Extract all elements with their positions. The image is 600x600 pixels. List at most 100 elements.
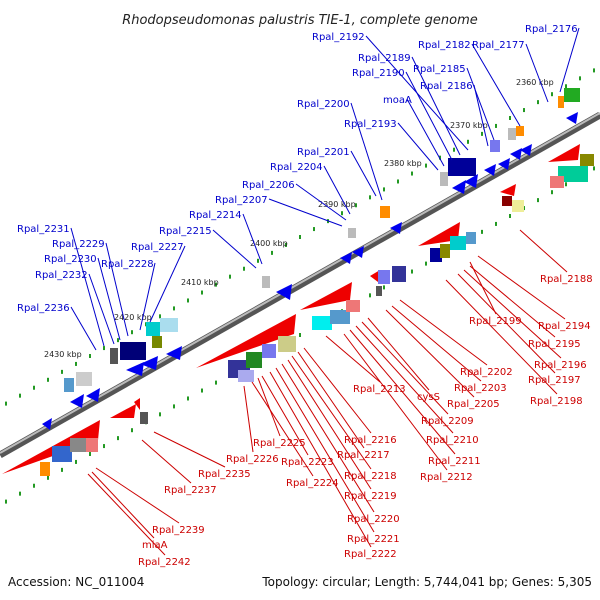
tick-mark xyxy=(201,388,203,393)
leader-line xyxy=(303,347,372,434)
leader-line xyxy=(559,27,580,93)
accession-text: Accession: NC_011004 xyxy=(8,575,144,589)
gene-label[interactable]: Rpal_2195 xyxy=(528,339,581,350)
leader-line xyxy=(349,329,456,455)
gene-label[interactable]: Rpal_2230 xyxy=(44,254,97,265)
gene-label[interactable]: Rpal_2215 xyxy=(159,226,212,237)
gene-label[interactable]: moaA xyxy=(383,95,412,106)
tick-mark xyxy=(117,338,119,343)
gene-label[interactable]: Rpal_2188 xyxy=(540,274,593,285)
leader-line xyxy=(287,359,372,490)
tick-mark xyxy=(229,274,231,279)
gene-label[interactable]: Rpal_2200 xyxy=(297,99,350,110)
gene-label[interactable]: Rpal_2211 xyxy=(428,456,481,467)
tick-mark xyxy=(495,221,497,226)
tick-mark xyxy=(425,261,427,266)
gene-label[interactable]: Rpal_2210 xyxy=(426,435,479,446)
gene-label[interactable]: cysS xyxy=(417,392,440,403)
gene-label[interactable]: Rpal_2205 xyxy=(447,399,500,410)
leader-line xyxy=(87,473,166,556)
tick-mark xyxy=(201,290,203,295)
tick-mark xyxy=(33,385,35,390)
leader-line xyxy=(325,335,381,383)
tick-mark xyxy=(299,333,301,337)
kbp-label: 2430 kbp xyxy=(44,350,82,359)
tick-mark xyxy=(299,235,301,239)
tick-mark xyxy=(369,195,371,200)
gene-label[interactable]: Rpal_2237 xyxy=(164,485,217,496)
gene-label[interactable]: Rpal_2221 xyxy=(347,534,400,545)
gene-label[interactable]: Rpal_2225 xyxy=(253,438,306,449)
tick-mark xyxy=(495,123,497,128)
gene-label[interactable]: Rpal_2203 xyxy=(454,383,507,394)
gene-label[interactable]: Rpal_2232 xyxy=(35,270,88,281)
gene-label[interactable]: Rpal_2235 xyxy=(198,469,251,480)
gene-label[interactable]: Rpal_2193 xyxy=(344,119,397,130)
gene-label[interactable]: Rpal_2198 xyxy=(530,396,583,407)
leader-line xyxy=(399,299,488,366)
leader-line xyxy=(149,245,186,323)
gene-label[interactable]: Rpal_2229 xyxy=(52,239,105,250)
gene-label[interactable]: Rpal_2177 xyxy=(472,40,525,51)
leader-line xyxy=(281,363,375,513)
gene-label[interactable]: Rpal_2236 xyxy=(17,303,70,314)
gene-label[interactable]: Rpal_2199 xyxy=(469,316,522,327)
gene-label[interactable]: Rpal_2182 xyxy=(418,40,471,51)
kbp-scale: 2360 kbp 2370 kbp 2380 kbp 2390 kbp 2400… xyxy=(44,78,554,359)
gene-label[interactable]: Rpal_2242 xyxy=(138,557,191,568)
tick-mark xyxy=(159,314,161,319)
gene-label[interactable]: Rpal_2223 xyxy=(281,457,334,468)
tick-mark xyxy=(579,76,581,81)
tick-mark xyxy=(61,467,63,472)
tick-mark xyxy=(75,459,77,464)
gene-label[interactable]: Rpal_2209 xyxy=(421,416,474,427)
gene-label[interactable]: Rpal_2192 xyxy=(312,32,365,43)
tick-mark xyxy=(103,346,105,351)
tick-mark xyxy=(61,369,63,374)
gene-label[interactable]: Rpal_2206 xyxy=(242,180,295,191)
gene-label[interactable]: Rpal_2202 xyxy=(460,367,513,378)
gene-label[interactable]: Rpal_2218 xyxy=(344,471,397,482)
kbp-label: 2380 kbp xyxy=(384,159,422,168)
tick-mark xyxy=(453,147,455,152)
gene-label[interactable]: Rpal_2194 xyxy=(538,321,591,332)
tick-mark xyxy=(117,436,119,441)
tick-mark xyxy=(313,227,315,232)
gene-label[interactable]: Rpal_2228 xyxy=(101,259,154,270)
gene-label[interactable]: Rpal_2189 xyxy=(358,53,411,64)
leader-line xyxy=(269,371,372,548)
tick-mark xyxy=(19,393,21,398)
leader-line xyxy=(473,84,489,147)
gene-label[interactable]: Rpal_2196 xyxy=(534,360,587,371)
gene-label[interactable]: miaA xyxy=(142,540,168,551)
gene-label[interactable]: Rpal_2222 xyxy=(344,549,397,560)
gene-label[interactable]: Rpal_2220 xyxy=(347,514,400,525)
gene-label[interactable]: Rpal_2224 xyxy=(286,478,339,489)
leader-line xyxy=(343,333,448,471)
gene-label[interactable]: Rpal_2217 xyxy=(337,450,390,461)
gene-label[interactable]: Rpal_2219 xyxy=(344,491,397,502)
gene-label[interactable]: Rpal_2190 xyxy=(352,68,405,79)
leader-line xyxy=(361,321,449,415)
gene-label[interactable]: Rpal_2197 xyxy=(528,375,581,386)
gene-label[interactable]: Rpal_2231 xyxy=(17,224,70,235)
gene-label[interactable]: Rpal_2227 xyxy=(131,242,184,253)
gene-label[interactable]: Rpal_2226 xyxy=(226,454,279,465)
gene-label[interactable]: Rpal_2201 xyxy=(297,147,350,158)
gene-label[interactable]: Rpal_2239 xyxy=(152,525,205,536)
tick-mark xyxy=(131,428,133,433)
gene-label[interactable]: Rpal_2207 xyxy=(215,195,268,206)
gene-label[interactable]: Rpal_2176 xyxy=(525,24,578,35)
gene-label[interactable]: Rpal_2213 xyxy=(353,384,406,395)
gene-label[interactable]: Rpal_2204 xyxy=(270,162,323,173)
gene-label[interactable]: Rpal_2186 xyxy=(420,81,473,92)
gene-label[interactable]: Rpal_2214 xyxy=(189,210,242,221)
bottom-gene-labels: Rpal_2188 Rpal_2194 Rpal_2199 Rpal_2195 Rpal… xyxy=(138,274,593,568)
gene-label[interactable]: Rpal_2216 xyxy=(344,435,397,446)
leader-line xyxy=(297,351,365,449)
leader-line xyxy=(397,122,439,171)
gene-label[interactable]: Rpal_2185 xyxy=(413,64,466,75)
gene-label[interactable]: Rpal_2212 xyxy=(420,472,473,483)
tick-mark xyxy=(467,139,469,144)
